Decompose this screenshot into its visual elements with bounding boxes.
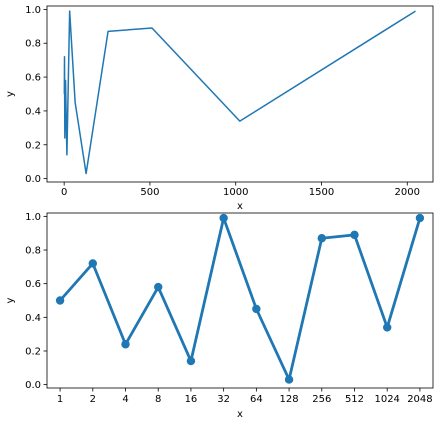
data-point — [121, 340, 130, 349]
y-tick-label: 0.6 — [25, 279, 41, 290]
x-tick-label: 64 — [250, 394, 263, 405]
x-tick-label: 32 — [217, 394, 230, 405]
y-tick-label: 0.0 — [25, 380, 41, 391]
x-axis-label: x — [237, 409, 243, 420]
data-point — [154, 282, 163, 292]
data-point — [252, 304, 261, 314]
y-tick-label: 0.4 — [25, 313, 41, 324]
y-tick-label: 1.0 — [25, 5, 41, 16]
y-tick-label: 0.8 — [25, 246, 41, 257]
x-tick-label: 1000 — [223, 187, 248, 198]
y-tick-label: 1.0 — [25, 212, 41, 223]
y-tick-label: 0.2 — [25, 140, 41, 151]
x-tick-label: 1 — [57, 394, 63, 405]
y-tick-label: 0.0 — [25, 174, 41, 185]
y-tick-label: 0.4 — [25, 106, 41, 117]
y-tick-label: 0.6 — [25, 73, 41, 84]
plot-frame — [46, 212, 434, 389]
y-tick-label: 0.2 — [25, 346, 41, 357]
x-tick-label: 1024 — [374, 394, 399, 405]
x-tick-label: 2 — [90, 394, 96, 405]
x-tick-label: 0 — [61, 187, 67, 198]
x-tick-label: 8 — [155, 394, 161, 405]
data-point — [317, 234, 326, 243]
x-tick-label: 2048 — [407, 394, 432, 405]
series-line — [59, 216, 422, 381]
y-tick-label: 0.8 — [25, 39, 41, 50]
x-axis-label: x — [237, 201, 243, 212]
x-tick-label: 128 — [280, 394, 299, 405]
x-tick-label: 2000 — [395, 187, 420, 198]
data-point — [383, 323, 392, 332]
x-tick-label: 4 — [122, 394, 128, 405]
bottom-point-chart: 1 2 4 8 16 32 64 128 256 512 1024 2048 0.0 0.2 0.4 0.6 0… — [5, 212, 434, 420]
data-point — [284, 375, 294, 384]
data-point — [350, 230, 359, 240]
series-line — [63, 10, 416, 175]
y-axis-label: y — [5, 91, 16, 97]
data-point — [186, 356, 196, 366]
x-tick-label: 256 — [312, 394, 331, 405]
data-point — [219, 213, 228, 223]
data-point — [55, 296, 65, 305]
top-line-chart: 0 500 1000 1500 2000 0.0 0.2 0.4 0.6 0.8 1.0 x y — [5, 5, 434, 212]
y-axis-label: y — [5, 297, 16, 303]
x-tick-label: 16 — [185, 394, 198, 405]
x-tick-label: 512 — [345, 394, 364, 405]
x-tick-label: 500 — [140, 187, 159, 198]
data-point — [88, 259, 97, 268]
data-point — [415, 213, 425, 223]
x-tick-label: 1500 — [309, 187, 334, 198]
plot-frame — [46, 5, 434, 183]
